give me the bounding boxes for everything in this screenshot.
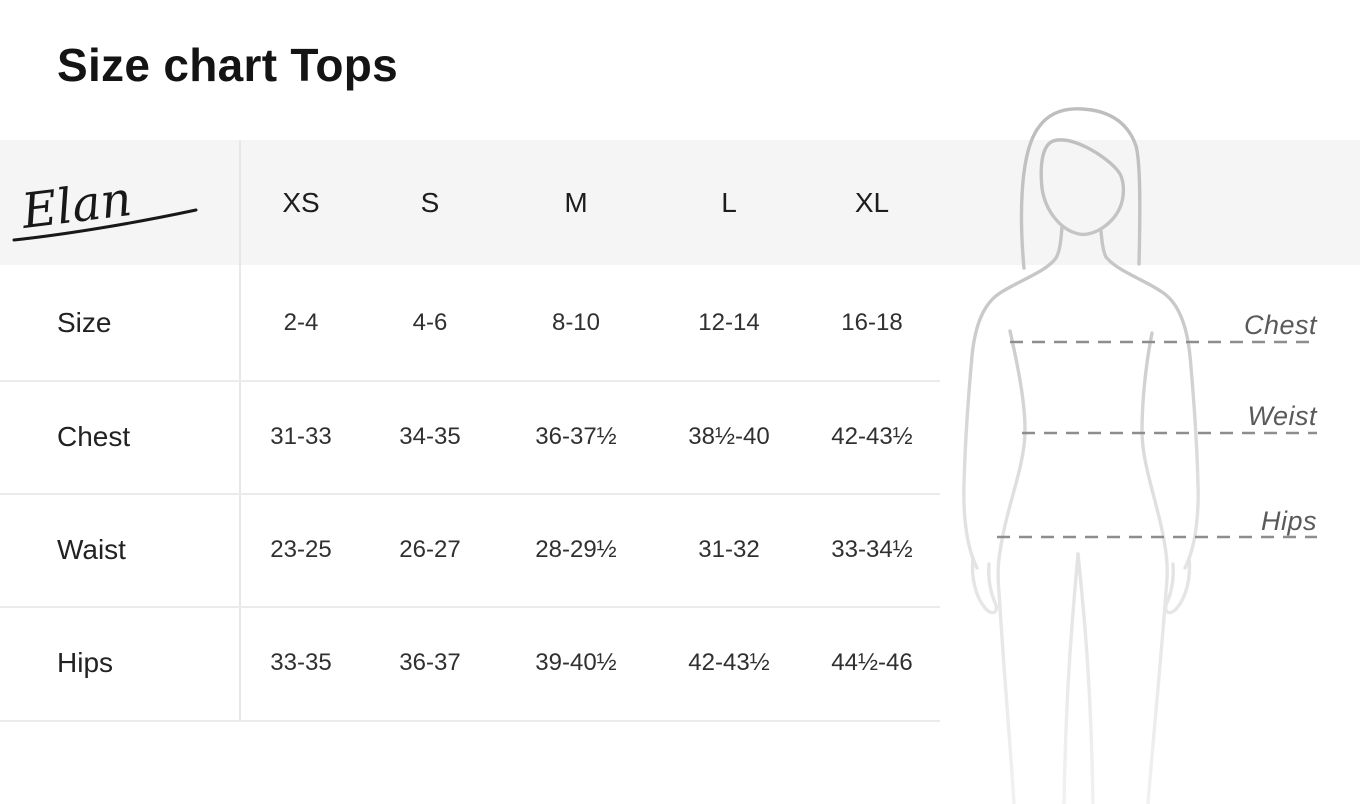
row-label-size: Size: [57, 307, 112, 338]
row-divider-4: [0, 720, 940, 722]
measure-label-chest: Chest: [1243, 310, 1317, 340]
measure-label-hips: Hips: [1260, 506, 1317, 536]
hips-xl: 44½-46: [831, 649, 913, 676]
hips-s: 36-37: [399, 649, 461, 676]
chest-xl: 42-43½: [831, 423, 913, 450]
hips-m: 39-40½: [535, 649, 617, 676]
row-divider-1: [0, 380, 940, 382]
row-label-hips: Hips: [57, 647, 114, 678]
size-xs: 2-4: [283, 309, 319, 336]
waist-m: 28-29½: [535, 535, 617, 563]
table-row-chest: Chest 31-33 34-35 36-37½ 38½-40 42-43½: [0, 381, 940, 493]
column-header-xl: XL: [854, 186, 890, 218]
left-torso-leg: [996, 329, 1027, 804]
face-outline: [1039, 138, 1126, 237]
table-header-row: Elan XS S M L XL: [0, 140, 940, 265]
measure-label-waist: Weist: [1247, 401, 1317, 431]
page-title: Size chart Tops: [57, 39, 399, 91]
table-vertical-divider: [239, 140, 241, 722]
hips-xs: 33-35: [270, 649, 332, 676]
column-header-l: L: [721, 186, 737, 218]
chest-l: 38½-40: [688, 423, 770, 450]
chest-s: 34-35: [399, 423, 461, 450]
left-hand: [970, 556, 999, 615]
elan-logo: Elan: [12, 170, 198, 241]
elan-logo-underline: [12, 208, 198, 241]
column-header-m: M: [564, 186, 588, 218]
size-m: 8-10: [551, 309, 601, 336]
column-header-xs: XS: [282, 186, 320, 218]
inner-leg-left: [1062, 552, 1080, 804]
size-s: 4-6: [412, 309, 448, 336]
hair-outline: [1019, 107, 1142, 270]
row-label-waist: Waist: [57, 533, 126, 565]
left-shoulder-arm: [962, 225, 1064, 570]
right-hand: [1163, 556, 1192, 615]
table-header-band: [0, 140, 1360, 265]
row-divider-3: [0, 606, 940, 608]
brand-logo-cell: Elan: [0, 140, 240, 265]
row-divider-2: [0, 493, 940, 495]
size-l: 12-14: [698, 309, 760, 336]
column-header-s: S: [420, 186, 440, 218]
size-xl: 16-18: [841, 309, 903, 336]
waist-l: 31-32: [698, 535, 760, 563]
right-torso-leg: [1140, 331, 1169, 804]
table-row-waist: Waist 23-25 26-27 28-29½ 31-32 33-34½: [0, 493, 940, 606]
waist-xl: 33-34½: [831, 535, 913, 563]
hips-l: 42-43½: [688, 649, 770, 676]
elan-logo-text: Elan: [18, 170, 135, 239]
chest-m: 36-37½: [535, 423, 617, 450]
inner-leg-right: [1076, 552, 1095, 804]
table-row-size: Size 2-4 4-6 8-10 12-14 16-18: [0, 265, 940, 381]
waist-xs: 23-25: [270, 535, 332, 563]
woman-silhouette-figure: [962, 107, 1317, 804]
table-row-hips: Hips 33-35 36-37 39-40½ 42-43½ 44½-46: [0, 606, 940, 720]
chest-xs: 31-33: [270, 423, 332, 450]
waist-s: 26-27: [399, 535, 461, 563]
right-shoulder-arm: [1099, 229, 1200, 570]
row-label-chest: Chest: [57, 421, 131, 452]
